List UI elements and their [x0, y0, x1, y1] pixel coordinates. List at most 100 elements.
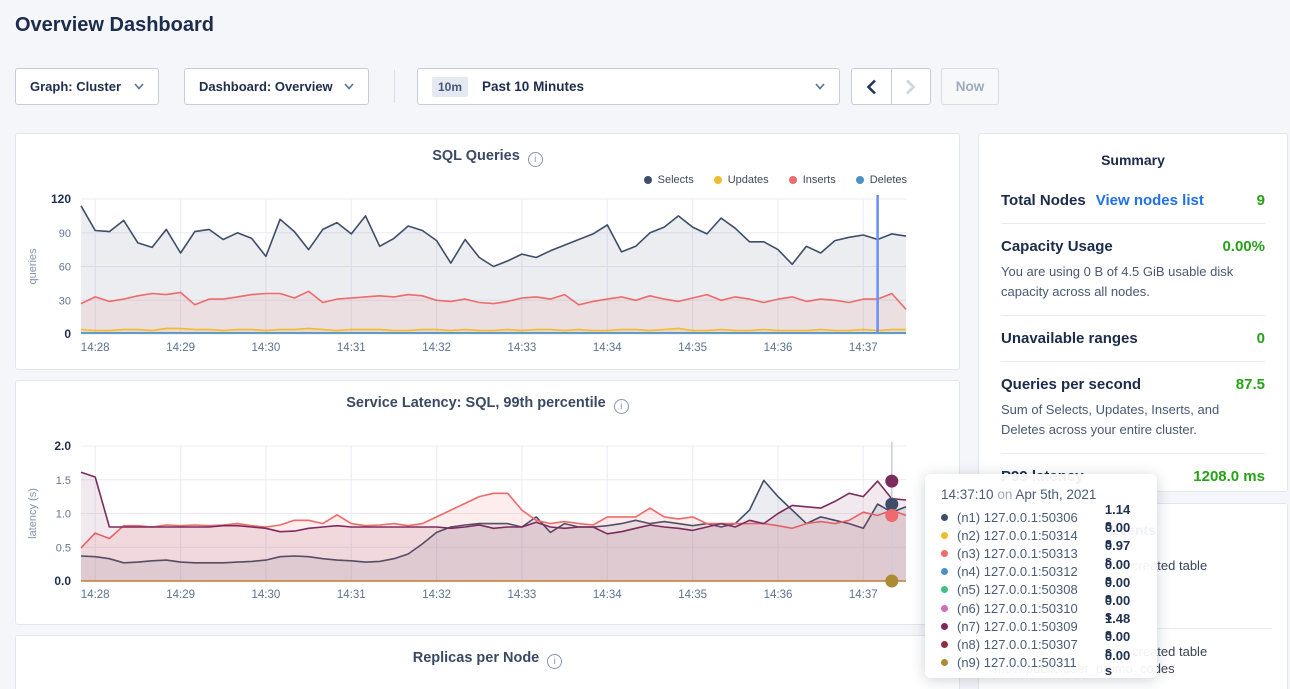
svg-text:14:32: 14:32 — [422, 589, 451, 601]
legend-label: Deletes — [869, 174, 907, 186]
summary-description: Sum of Selects, Updates, Inserts, and De… — [1001, 402, 1220, 437]
tooltip-row: (n4) 127.0.0.1:50312 0.00 s — [941, 557, 1141, 587]
svg-text:0: 0 — [64, 327, 71, 341]
summary-label: Capacity Usage — [1001, 238, 1113, 255]
dashboard-dropdown[interactable]: Dashboard: Overview — [184, 68, 369, 105]
info-icon[interactable]: i — [527, 152, 543, 167]
svg-text:14:28: 14:28 — [81, 342, 110, 354]
svg-text:14:33: 14:33 — [508, 342, 537, 354]
replicas-title: Replicas per Node i — [16, 650, 959, 669]
summary-label: Queries per second — [1001, 376, 1142, 393]
graph-dropdown-label: Graph: Cluster — [30, 79, 122, 94]
now-button[interactable]: Now — [941, 68, 999, 105]
sql-queries-title: SQL Queries i — [16, 148, 959, 167]
summary-label: Unavailable ranges — [1001, 330, 1138, 347]
svg-text:1.5: 1.5 — [56, 475, 71, 487]
series-dot-icon — [941, 604, 948, 612]
tooltip-node-value: 0.00 s — [1104, 574, 1131, 605]
tooltip-node-address: (n6) 127.0.0.1:50310 — [957, 600, 1078, 616]
svg-text:14:30: 14:30 — [252, 589, 281, 601]
chevron-down-icon — [815, 83, 825, 90]
tooltip-node-address: (n8) 127.0.0.1:50307 — [957, 636, 1078, 652]
info-icon[interactable]: i — [547, 654, 563, 669]
page-title: Overview Dashboard — [15, 14, 214, 36]
time-range-badge: 10m — [432, 76, 469, 97]
svg-text:14:37: 14:37 — [849, 589, 878, 601]
info-icon[interactable]: i — [613, 399, 629, 414]
svg-text:1.0: 1.0 — [56, 509, 71, 521]
svg-text:14:29: 14:29 — [166, 589, 195, 601]
sql-queries-chart[interactable]: 14:28 14:29 14:30 14:31 14:32 14:33 14:34 14:35… — [16, 134, 959, 369]
summary-row: Capacity Usage 0.00% You are using 0 B of … — [1001, 223, 1265, 315]
svg-text:14:31: 14:31 — [337, 342, 366, 354]
series-dot-icon — [941, 513, 948, 521]
svg-text:14:34: 14:34 — [593, 589, 622, 601]
replicas-panel: Replicas per Node i — [15, 635, 960, 689]
svg-text:14:29: 14:29 — [166, 342, 195, 354]
summary-value: 1208.0 ms — [1193, 468, 1265, 485]
svg-text:30: 30 — [59, 295, 71, 307]
dashboard-dropdown-label: Dashboard: Overview — [199, 79, 333, 94]
summary-description: You are using 0 B of 4.5 GiB usable disk… — [1001, 264, 1234, 299]
tooltip-row: (n8) 127.0.0.1:50307 0.00 s — [941, 629, 1141, 659]
legend-item[interactable]: Deletes — [855, 174, 907, 186]
summary-value: 87.5 — [1235, 376, 1265, 393]
tooltip-node-address: (n2) 127.0.0.1:50314 — [957, 527, 1078, 543]
summary-value: 0 — [1256, 330, 1265, 347]
svg-text:14:33: 14:33 — [508, 589, 537, 601]
summary-title: Summary — [1101, 152, 1165, 168]
svg-text:60: 60 — [59, 262, 71, 274]
svg-text:latency (s): latency (s) — [27, 488, 39, 539]
tooltip-node-value: 1.48 s — [1104, 611, 1131, 642]
summary-value: 9 — [1256, 192, 1265, 209]
legend-item[interactable]: Selects — [643, 174, 694, 186]
svg-text:14:36: 14:36 — [764, 589, 793, 601]
summary-row: Total Nodes View nodes list 9 — [1001, 178, 1265, 223]
series-dot-icon — [941, 659, 948, 667]
svg-text:14:28: 14:28 — [81, 589, 110, 601]
time-range-selector[interactable]: 10m Past 10 Minutes — [417, 68, 840, 105]
legend-item[interactable]: Updates — [713, 174, 769, 186]
svg-text:14:32: 14:32 — [422, 342, 451, 354]
summary-value: 0.00% — [1222, 238, 1265, 255]
summary-row: Unavailable ranges 0 — [1001, 315, 1265, 361]
tooltip-row: (n2) 127.0.0.1:50314 0.00 s — [941, 520, 1141, 550]
legend-dot-icon — [788, 176, 797, 184]
sql-queries-legend: Selects Updates Inserts Deletes — [643, 174, 907, 186]
svg-text:120: 120 — [51, 192, 71, 206]
svg-text:14:37: 14:37 — [849, 342, 878, 354]
series-dot-icon — [941, 640, 948, 648]
time-step-buttons — [851, 68, 931, 105]
chevron-down-icon — [134, 83, 144, 90]
tooltip-node-value: 0.00 s — [1104, 629, 1131, 660]
tooltip-row: (n6) 127.0.0.1:50310 0.00 s — [941, 593, 1141, 623]
svg-text:queries: queries — [27, 248, 39, 285]
latency-chart[interactable]: 14:28 14:29 14:30 14:31 14:32 14:33 14:34 14:35… — [16, 381, 959, 624]
view-nodes-link[interactable]: View nodes list — [1095, 192, 1204, 209]
series-dot-icon — [941, 549, 948, 557]
legend-dot-icon — [643, 176, 652, 184]
svg-text:14:35: 14:35 — [678, 589, 707, 601]
series-dot-icon — [941, 622, 948, 630]
tooltip-node-value: 0.00 s — [1104, 647, 1131, 678]
legend-dot-icon — [713, 176, 722, 184]
tooltip-timestamp: 14:37:10 on Apr 5th, 2021 — [941, 487, 1097, 502]
tooltip-row: (n9) 127.0.0.1:50311 0.00 s — [941, 648, 1141, 678]
tooltip-row: (n5) 127.0.0.1:50308 0.00 s — [941, 575, 1141, 605]
prev-time-button[interactable] — [852, 69, 891, 104]
now-button-label: Now — [955, 79, 985, 94]
legend-label: Inserts — [802, 174, 836, 186]
series-dot-icon — [941, 531, 948, 539]
tooltip-node-value: 0.97 s — [1104, 538, 1131, 569]
tooltip-node-address: (n7) 127.0.0.1:50309 — [957, 618, 1078, 634]
tooltip-node-address: (n3) 127.0.0.1:50313 — [957, 545, 1078, 561]
svg-text:0.0: 0.0 — [54, 574, 71, 588]
legend-item[interactable]: Inserts — [788, 174, 836, 186]
graph-dropdown[interactable]: Graph: Cluster — [15, 68, 159, 105]
tooltip-node-address: (n5) 127.0.0.1:50308 — [957, 582, 1078, 598]
svg-text:14:31: 14:31 — [337, 589, 366, 601]
next-time-button[interactable] — [890, 69, 930, 104]
chevron-down-icon — [344, 83, 354, 90]
latency-title: Service Latency: SQL, 99th percentile i — [16, 395, 959, 414]
svg-text:14:30: 14:30 — [252, 342, 281, 354]
